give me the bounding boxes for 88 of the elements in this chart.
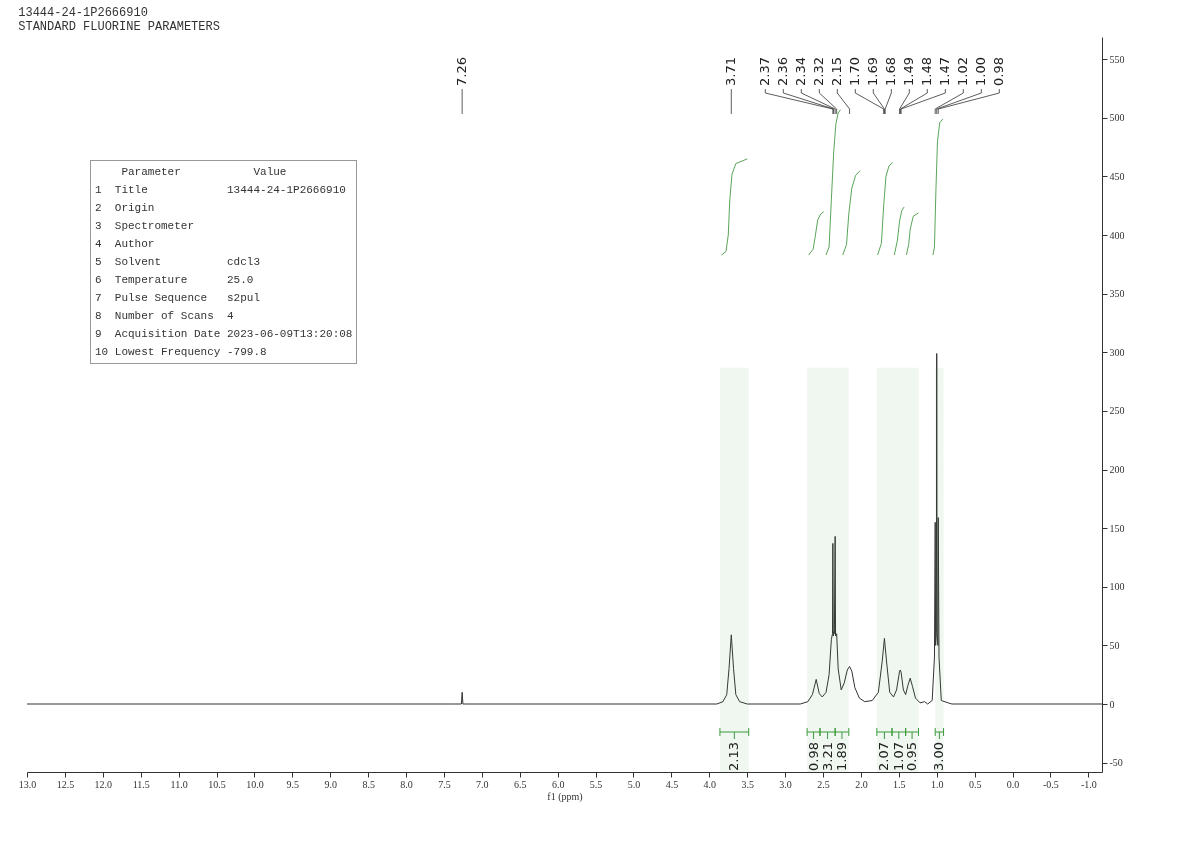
x-tick-label: 7.5 [438,778,451,790]
line-series [893,206,905,256]
x-tick-label: 2.5 [817,778,830,790]
annotation: 2.36 [775,57,791,86]
line-series [825,109,841,256]
annotation: Parameter Value [120,165,288,180]
x-tick-label: 12.0 [94,778,113,790]
annotation: 2.32 [811,57,827,86]
band-label: 2.13 [726,742,742,771]
annotation: 6 Temperature 25.0 [95,273,255,288]
line-series [720,158,748,256]
annotation: 0.98 [991,57,1007,86]
annotation: 1.48 [919,57,935,86]
x-tick-label: 6.5 [514,778,527,790]
y-tick-label: 300 [1109,346,1125,358]
band-label: 1.89 [833,742,849,771]
annotation: 1.49 [901,57,917,86]
x-tick-label: 4.5 [665,778,679,790]
line-series [842,170,861,256]
annotation: 1.70 [847,57,863,86]
annotation: 5 Solvent cdcl3 [95,255,262,270]
annotation: 2.15 [829,57,845,86]
x-tick-label: 12.5 [56,778,75,790]
y-tick-label: 0 [1109,698,1115,710]
x-tick-label: 9.5 [286,778,300,790]
annotation: 7.26 [454,57,470,86]
x-tick-label: 3.0 [779,778,792,790]
band-label: 0.95 [904,742,920,771]
annotation: 3.71 [723,57,739,86]
x-tick-label: -1.0 [1080,778,1097,790]
annotation: 9 Acquisition Date 2023-06-09T13:20:08 [95,327,353,342]
annotation: 1.68 [883,57,899,86]
y-tick-label: 50 [1109,639,1120,651]
x-tick-label: 5.0 [627,778,641,790]
x-tick-label: 1.5 [893,778,906,790]
annotation: 10 Lowest Frequency -799.8 [95,345,268,360]
line-series [932,118,944,256]
x-tick-label: 7.0 [476,778,489,790]
x-tick-label: 1.0 [930,778,944,790]
annotation: 4 Author [95,237,156,252]
x-tick-label: 11.5 [132,778,150,790]
y-tick-label: 150 [1109,522,1125,534]
annotation: 7 Pulse Sequence s2pul [95,291,262,306]
annotation: 1.02 [955,57,971,86]
band-label: 3.00 [931,742,947,771]
x-tick-label: -0.5 [1043,778,1059,790]
line-series [877,161,894,256]
x-tick-label: 13.0 [18,778,37,790]
y-tick-label: 100 [1109,581,1125,593]
x-tick-label: 8.5 [362,778,375,790]
x-tick-label: 6.0 [551,778,565,790]
x-tick-label: 11.0 [170,778,188,790]
chart-title: 13444-24-1P2666910 [18,6,148,20]
band-label: 3.21 [819,742,835,771]
line-series [808,211,825,256]
annotation: 2.34 [793,57,809,86]
y-tick-label: 400 [1109,229,1125,241]
band-label: 0.98 [805,742,821,771]
y-tick-label: -50 [1109,757,1123,769]
y-tick-label: 250 [1109,405,1125,417]
x-tick-label: 8.0 [400,778,413,790]
x-tick-label: 0.5 [968,778,982,790]
x-tick-label: 5.5 [589,778,603,790]
y-tick-label: 500 [1109,112,1125,124]
chart-subtitle: STANDARD FLUORINE PARAMETERS [18,20,220,34]
x-tick-label: 9.0 [324,778,337,790]
annotation: 1.00 [973,57,989,86]
x-tick-label: 0.0 [1006,778,1020,790]
x-tick-label: 2.0 [855,778,868,790]
y-tick-label: 550 [1109,53,1125,65]
band-label: 1.07 [890,742,906,771]
x-tick-label: 3.5 [741,778,754,790]
x-axis-title: f1 (ppm) [547,790,583,803]
x-tick-label: 10.0 [246,778,264,790]
annotation: 1 Title 13444-24-1P2666910 [95,183,347,198]
x-tick-label: 10.5 [208,778,226,790]
annotation: 3 Spectrometer [95,219,196,234]
annotation: 1.47 [937,57,953,86]
y-tick-label: 450 [1109,171,1125,182]
y-tick-label: 350 [1109,288,1125,300]
y-tick-label: 200 [1109,464,1125,476]
annotation: 8 Number of Scans 4 [95,309,235,324]
line-series [905,212,920,256]
annotation: 2 Origin [95,201,156,216]
x-tick-label: 4.0 [703,778,717,790]
band-label: 2.07 [876,742,892,771]
annotation: 1.69 [865,57,881,86]
annotation: 2.37 [757,57,773,86]
